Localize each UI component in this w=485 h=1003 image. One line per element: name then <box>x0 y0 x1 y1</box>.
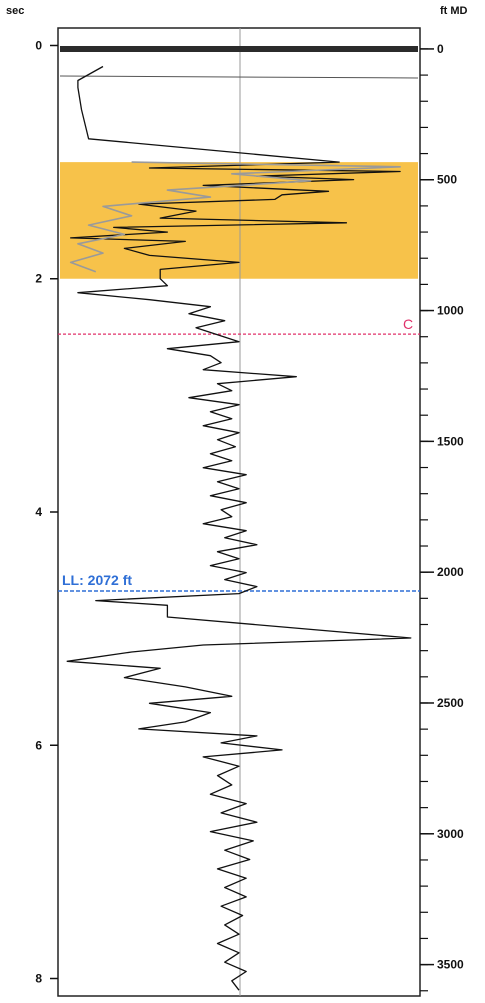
right-tick-label: 1000 <box>437 304 464 318</box>
left-tick-label: 4 <box>35 505 42 519</box>
left-tick-label: 6 <box>35 738 42 752</box>
c-marker-label: C <box>403 316 413 332</box>
left-axis-ticks: 0 2 4 6 8 <box>35 38 58 986</box>
secondary-trace <box>69 161 401 273</box>
right-axis-ticks: 0 500 1000 1500 2000 2500 3000 3500 <box>420 42 464 992</box>
right-tick-label: 2000 <box>437 565 464 579</box>
right-axis-title: ft MD <box>440 5 468 17</box>
depth-markers: C LL: 2072 ft <box>58 316 420 592</box>
right-tick-label: 0 <box>437 42 444 56</box>
left-tick-label: 0 <box>35 38 42 52</box>
primary-trace <box>66 65 412 991</box>
right-tick-label: 1500 <box>437 434 464 448</box>
right-tick-label: 3500 <box>437 958 464 972</box>
traces <box>66 65 412 991</box>
left-tick-label: 8 <box>35 972 42 986</box>
left-axis-title: sec <box>6 5 24 17</box>
right-tick-label: 500 <box>437 173 457 187</box>
left-tick-label: 2 <box>35 272 42 286</box>
ll-marker-label: LL: 2072 ft <box>62 572 132 588</box>
top-band-line <box>59 75 419 79</box>
top-band <box>60 46 418 52</box>
right-tick-label: 3000 <box>437 827 464 841</box>
right-tick-label: 2500 <box>437 696 464 710</box>
